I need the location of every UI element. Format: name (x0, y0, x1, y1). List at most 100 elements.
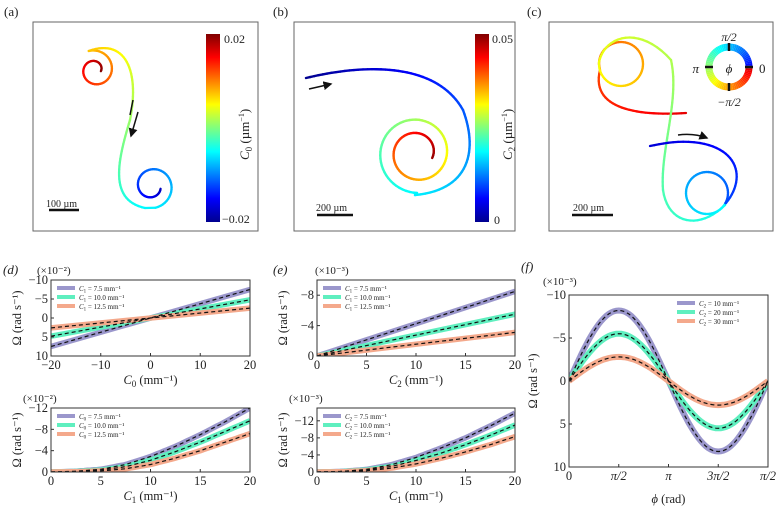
colorbar-b (475, 34, 489, 222)
phase-wheel-right: 0 (759, 61, 766, 76)
x-tick-label: 0 (314, 358, 320, 372)
phase-wheel-segment (720, 82, 725, 90)
x-axis-label: C2 (mm⁻¹) (389, 373, 443, 389)
x-tick-label: 0 (48, 474, 54, 488)
phase-wheel-segment (741, 76, 749, 83)
phase-wheel-segment (719, 81, 724, 90)
x-tick-label: 20 (244, 474, 257, 488)
panel-c: (c) 200 µm ϕ π/2 −π/2 π 0 (527, 4, 774, 232)
phase-wheel-segment (720, 44, 725, 52)
phase-wheel-segment (734, 44, 739, 53)
y-tick-label: 0 (560, 374, 566, 388)
arrow-a-shaft (129, 99, 134, 116)
x-tick-label: 15 (459, 358, 472, 372)
phase-wheel-bottom: −π/2 (717, 95, 740, 109)
legend-entry: C0 = 12.5 mm⁻¹ (79, 431, 124, 441)
plot-area (51, 286, 250, 350)
x-tick-label: 0 (566, 469, 572, 483)
phase-wheel-segment (713, 79, 720, 87)
x-tick-label: 5 (363, 358, 369, 372)
panel-label-a: (a) (4, 4, 18, 19)
legend: C2 = 7.5 mm⁻¹C2 = 10.0 mm⁻¹C2 = 12.5 mm⁻… (323, 413, 390, 441)
phase-wheel-segment (719, 44, 724, 53)
colorbar-a-label: C0 (µm−1) (237, 109, 254, 160)
colorbar-a-min: −0.02 (222, 212, 250, 226)
phase-wheel-segment (744, 71, 752, 76)
y-tick-label: −12 (28, 401, 48, 415)
phase-wheel-segment (737, 80, 743, 88)
panel-b: (b) 200 µm 0.05 0 C2 (µm−1) (273, 4, 517, 232)
scale-bar-label-a: 100 µm (46, 199, 77, 210)
phase-wheel-segment (743, 57, 752, 62)
phase-wheel-segment (707, 55, 715, 61)
phase-wheel-segment (741, 51, 749, 58)
y-axis-label: Ω (rad s⁻¹) (276, 290, 290, 345)
x-tick-label: 10 (410, 474, 423, 488)
plot-area (317, 410, 515, 472)
phase-wheel-top: π/2 (721, 30, 736, 44)
phase-wheel-segment (733, 44, 738, 52)
y-axis-label: Ω (rad s⁻¹) (10, 412, 24, 467)
y-tick-label: 5 (42, 330, 48, 344)
colorbar-b-max: 0.05 (492, 32, 513, 46)
direction-arrow-c (677, 131, 709, 140)
fit-line-3 (317, 436, 515, 472)
x-tick-label: 5 (98, 474, 104, 488)
x-tick-label: 10 (410, 358, 423, 372)
legend-entry: C2 = 20 mm⁻¹ (699, 309, 739, 319)
phase-wheel-segment (742, 75, 750, 81)
trajectory-segment (648, 143, 656, 148)
phase-wheel-segment (712, 78, 719, 86)
legend: C0 = 7.5 mm⁻¹C0 = 10.0 mm⁻¹C0 = 12.5 mm⁻… (57, 413, 124, 441)
fit-line-2 (317, 424, 515, 472)
legend-entry: C2 = 10.0 mm⁻¹ (345, 422, 390, 432)
legend-entry: C1 = 10.0 mm⁻¹ (345, 294, 390, 304)
chart-d-bottom: 0 5 10 15 20 −12 −8 −4 0 (×10⁻²) Ω (rad s⁻¹) C1 (mm… (10, 393, 256, 505)
plot-area (317, 288, 515, 356)
y-tick-label: −8 (35, 422, 48, 436)
axis-multiplier: (×10⁻²) (23, 393, 57, 405)
phase-wheel-segment (710, 77, 718, 84)
phase-wheel-segment (713, 47, 720, 55)
y-axis-label: Ω (rad s⁻¹) (526, 353, 540, 408)
y-tick-label: −8 (301, 288, 314, 302)
fit-line-3 (51, 307, 250, 329)
y-tick-label: 0 (42, 311, 48, 325)
fit-line-1 (317, 412, 515, 472)
y-tick-label: −10 (546, 288, 566, 302)
x-tick-label: 20 (244, 358, 257, 372)
panel-a: (a) 100 µm 0.02 −0.02 C0 (µm−1) (4, 4, 259, 232)
panel-label-c: (c) (527, 4, 541, 19)
axis-multiplier: (×10⁻²) (37, 265, 71, 277)
x-axis-label: C1 (mm⁻¹) (389, 489, 443, 505)
legend-entry: C2 = 10 mm⁻¹ (699, 300, 739, 310)
phase-wheel-segment (717, 45, 723, 53)
y-tick-label: 10 (554, 460, 567, 474)
y-tick-label: −5 (35, 292, 48, 306)
legend-entry: C1 = 7.5 mm⁻¹ (79, 285, 121, 295)
scale-bar-label-b: 200 µm (316, 203, 347, 214)
x-axis-label: ϕ (rad) (652, 492, 686, 506)
y-tick-label: 10 (36, 349, 49, 363)
chart-d-top: −20 −10 0 10 20 −10 −5 0 5 10 (×10⁻²) (d) Ω (rad s⁻¹… (3, 262, 256, 389)
fit-line-2 (51, 420, 250, 472)
phase-wheel-segment (744, 58, 752, 63)
phase-wheel-segment (743, 73, 751, 79)
y-tick-label: 0 (42, 465, 48, 479)
fit-line-3 (317, 331, 515, 356)
legend-entry: C0 = 7.5 mm⁻¹ (79, 413, 121, 423)
colorbar-a-max: 0.02 (224, 32, 245, 46)
phase-wheel-segment (715, 80, 721, 88)
phase-wheel-segment (738, 79, 745, 87)
x-tick-label: 10 (194, 358, 207, 372)
legend: C2 = 10 mm⁻¹C2 = 20 mm⁻¹C2 = 30 mm⁻¹ (677, 300, 739, 328)
phase-wheel-segment (709, 76, 717, 83)
colorbar-b-min: 0 (494, 213, 500, 227)
x-tick-label: π/2 (760, 469, 776, 483)
axis-multiplier: (×10⁻³) (315, 265, 349, 277)
phase-wheel-segment (743, 72, 752, 77)
panel-label: (e) (273, 262, 287, 277)
legend-entry: C1 = 7.5 mm⁻¹ (345, 285, 387, 295)
direction-arrow-a (128, 111, 139, 138)
